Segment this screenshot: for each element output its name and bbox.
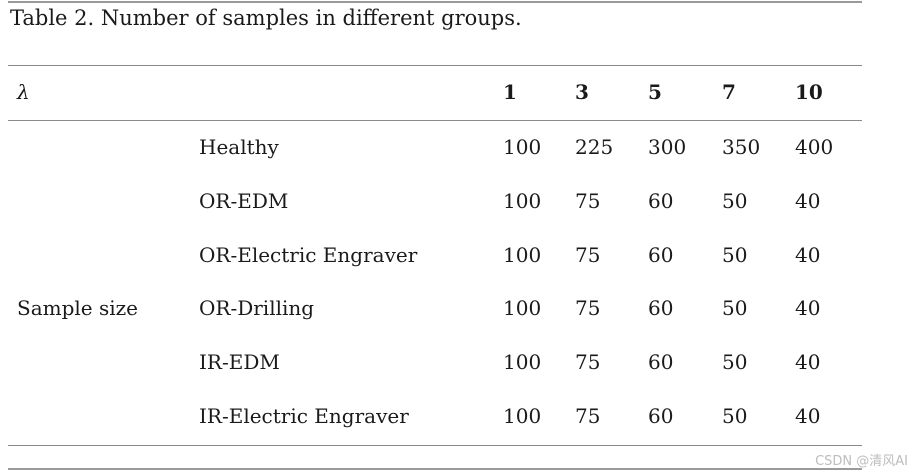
- table-cell: 350: [722, 135, 761, 159]
- table-cell: 100: [503, 135, 542, 159]
- table-cell: 100: [503, 404, 542, 428]
- table-cell: 50: [722, 189, 748, 213]
- table-cell: 75: [575, 243, 601, 267]
- table-cell: 300: [648, 135, 687, 159]
- row-label-or-drilling: OR-Drilling: [199, 296, 315, 320]
- header-bottom-rule: [8, 120, 862, 121]
- table-cell: 100: [503, 350, 542, 374]
- table-cell: 60: [648, 404, 674, 428]
- table-cell: 50: [722, 350, 748, 374]
- table-cell: 225: [575, 135, 614, 159]
- footer-rule: [8, 468, 862, 470]
- table-cell: 100: [503, 189, 542, 213]
- watermark-text: CSDN @清风AI: [815, 454, 908, 469]
- column-header-3: 3: [575, 80, 589, 104]
- table-cell: 40: [795, 296, 821, 320]
- header-top-rule: [8, 65, 862, 66]
- column-header-1: 1: [503, 80, 517, 104]
- group-label-sample-size: Sample size: [17, 296, 139, 320]
- row-label-or-electric-engraver: OR-Electric Engraver: [199, 243, 418, 267]
- table-cell: 75: [575, 296, 601, 320]
- lambda-header: λ: [17, 80, 30, 104]
- table-cell: 75: [575, 350, 601, 374]
- table-cell: 100: [503, 296, 542, 320]
- table-top-rule: [8, 1, 862, 3]
- row-label-healthy: Healthy: [199, 135, 279, 159]
- column-header-10: 10: [795, 80, 823, 104]
- column-header-5: 5: [648, 80, 662, 104]
- table-cell: 50: [722, 404, 748, 428]
- row-label-ir-edm: IR-EDM: [199, 350, 280, 374]
- table-cell: 60: [648, 296, 674, 320]
- table-cell: 40: [795, 350, 821, 374]
- table-cell: 50: [722, 296, 748, 320]
- table-cell: 400: [795, 135, 834, 159]
- table-cell: 75: [575, 404, 601, 428]
- table-caption: Table 2. Number of samples in different …: [10, 6, 522, 30]
- table-cell: 60: [648, 189, 674, 213]
- row-label-or-edm: OR-EDM: [199, 189, 289, 213]
- column-header-7: 7: [722, 80, 736, 104]
- table-cell: 40: [795, 243, 821, 267]
- row-label-ir-electric-engraver: IR-Electric Engraver: [199, 404, 409, 428]
- table-cell: 60: [648, 350, 674, 374]
- table-cell: 40: [795, 189, 821, 213]
- table-bottom-rule: [8, 445, 862, 446]
- table-cell: 75: [575, 189, 601, 213]
- table-cell: 60: [648, 243, 674, 267]
- table-cell: 100: [503, 243, 542, 267]
- table-cell: 40: [795, 404, 821, 428]
- table-cell: 50: [722, 243, 748, 267]
